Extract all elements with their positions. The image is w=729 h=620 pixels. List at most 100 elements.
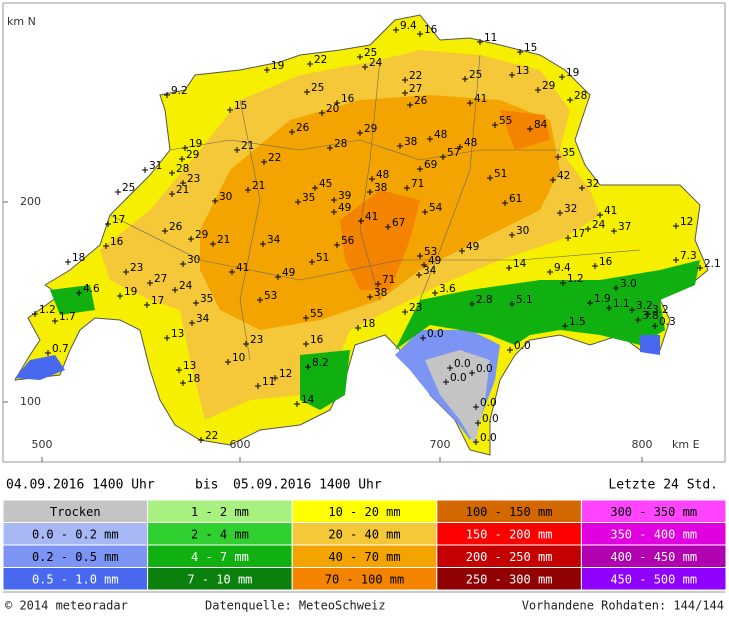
station-marker (227, 107, 233, 113)
station-value: 41 (604, 205, 617, 217)
station-marker (369, 176, 375, 182)
station-value: 1.7 (59, 311, 76, 323)
station-marker (176, 367, 182, 373)
station-marker (295, 199, 301, 205)
station-value: 16 (341, 93, 355, 105)
station-value: 14 (301, 394, 315, 406)
station-marker (585, 226, 591, 232)
legend-label: 4 - 7 mm (191, 550, 249, 564)
station-marker (393, 27, 399, 33)
station-value: 56 (341, 235, 355, 247)
station-value: 1.1 (613, 298, 630, 310)
station-marker (557, 210, 563, 216)
station-marker (509, 72, 515, 78)
legend-label: 100 - 150 mm (466, 505, 553, 519)
station-value: 29 (186, 149, 199, 161)
station-value: 18 (187, 373, 200, 385)
legend-label: Trocken (50, 505, 101, 519)
station-value: 1.9 (594, 293, 611, 305)
period-to: 05.09.2016 1400 Uhr (233, 478, 382, 493)
station-value: 57 (447, 147, 460, 159)
station-value: 0.0 (450, 372, 467, 384)
station-value: 3.2 (636, 300, 653, 312)
station-value: 28 (176, 163, 189, 175)
station-marker (331, 197, 337, 203)
station-marker (312, 185, 318, 191)
station-value: 27 (154, 273, 167, 285)
legend-label: 40 - 70 mm (328, 550, 400, 564)
station-value: 49 (338, 202, 351, 214)
station-value: 45 (319, 178, 332, 190)
x-tick-label: 600 (230, 438, 251, 451)
y-tick-label: 100 (20, 395, 41, 408)
legend-label: 1 - 2 mm (191, 505, 249, 519)
legend-label: 300 - 350 mm (610, 505, 697, 519)
station-value: 38 (374, 287, 387, 299)
station-value: 3.6 (439, 283, 456, 295)
station-value: 22 (409, 70, 422, 82)
station-marker (462, 76, 468, 82)
station-value: 17 (151, 295, 164, 307)
station-marker (559, 74, 565, 80)
station-value: 53 (424, 246, 437, 258)
station-value: 53 (264, 290, 277, 302)
station-marker (331, 209, 337, 215)
legend-label: 450 - 500 mm (610, 572, 697, 586)
station-value: 42 (557, 170, 570, 182)
station-value: 4.6 (83, 283, 100, 295)
station-marker (385, 224, 391, 230)
legend-label: 150 - 200 mm (466, 527, 553, 541)
station-value: 1.5 (569, 316, 586, 328)
station-value: 55 (310, 308, 323, 320)
station-value: 11 (262, 376, 275, 388)
station-value: 0.0 (480, 397, 497, 409)
station-value: 69 (424, 159, 437, 171)
station-value: 31 (149, 160, 162, 172)
station-marker (404, 185, 410, 191)
station-marker (172, 287, 178, 293)
station-value: 71 (411, 178, 424, 190)
legend-label: 350 - 400 mm (610, 527, 697, 541)
station-marker (367, 189, 373, 195)
station-marker (416, 272, 422, 278)
station-value: 25 (364, 47, 377, 59)
station-value: 0.3 (659, 316, 676, 328)
station-marker (188, 236, 194, 242)
station-value: 37 (618, 221, 631, 233)
area-70-100 (340, 110, 550, 290)
station-value: 15 (524, 42, 537, 54)
station-value: 9.2 (171, 85, 188, 97)
station-marker (115, 189, 121, 195)
station-marker (289, 129, 295, 135)
station-marker (673, 223, 679, 229)
station-value: 28 (574, 90, 587, 102)
station-value: 25 (122, 182, 135, 194)
y-tick-label: 200 (20, 195, 41, 208)
station-marker (402, 90, 408, 96)
station-value: 16 (424, 24, 438, 36)
station-marker (502, 200, 508, 206)
station-marker (142, 167, 148, 173)
station-marker (307, 61, 313, 67)
station-value: 29 (364, 123, 377, 135)
station-value: 12 (279, 368, 292, 380)
station-marker (103, 243, 109, 249)
station-value: 41 (236, 262, 249, 274)
station-marker (225, 359, 231, 365)
station-marker (535, 87, 541, 93)
legend-label: 0.2 - 0.5 mm (32, 550, 119, 564)
station-marker (402, 77, 408, 83)
legend-label: 250 - 300 mm (466, 572, 553, 586)
canton-borders (109, 54, 641, 361)
legend-label: 200 - 250 mm (466, 550, 553, 564)
station-value: 20 (326, 103, 339, 115)
station-marker (509, 232, 515, 238)
station-marker (422, 209, 428, 215)
station-value: 84 (534, 119, 548, 131)
station-marker (334, 100, 340, 106)
station-value: 22 (314, 54, 327, 66)
station-marker (180, 380, 186, 386)
station-marker (560, 280, 566, 286)
station-marker (629, 307, 635, 313)
station-value: 9.4 (400, 20, 417, 32)
